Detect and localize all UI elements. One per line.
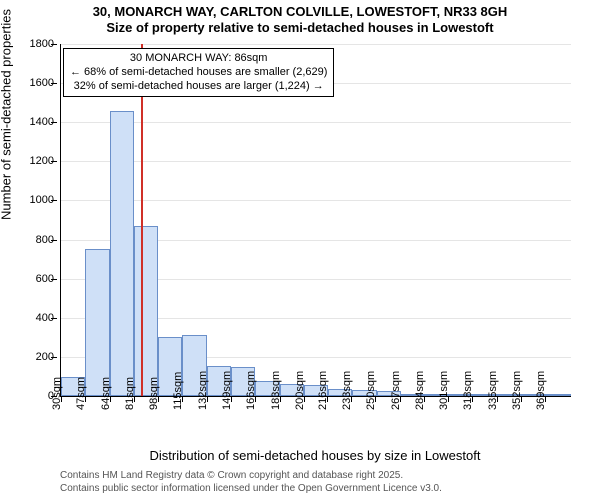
gridline: [61, 44, 571, 45]
title-line-2: Size of property relative to semi-detach…: [0, 20, 600, 36]
plot-area: 30 MONARCH WAY: 86sqm← 68% of semi-detac…: [60, 44, 571, 397]
histogram-bar: [110, 111, 134, 397]
gridline: [61, 122, 571, 123]
y-axis-label: Number of semi-detached properties: [0, 9, 14, 220]
y-tick-label: 400: [14, 312, 54, 324]
credit-line-2: Contains public sector information licen…: [60, 483, 442, 496]
annotation-line-3: 32% of semi-detached houses are larger (…: [70, 80, 327, 94]
chart-title: 30, MONARCH WAY, CARLTON COLVILLE, LOWES…: [0, 4, 600, 35]
x-axis-label: Distribution of semi-detached houses by …: [60, 448, 570, 463]
annotation-line-2: ← 68% of semi-detached houses are smalle…: [70, 66, 327, 80]
y-tick-label: 1600: [14, 77, 54, 89]
y-tick-label: 1200: [14, 155, 54, 167]
histogram-bar: [85, 249, 109, 396]
y-tick-label: 0: [14, 390, 54, 402]
y-tick-label: 1400: [14, 116, 54, 128]
y-tick-label: 1000: [14, 194, 54, 206]
gridline: [61, 161, 571, 162]
histogram-bar: [134, 226, 158, 396]
gridline: [61, 200, 571, 201]
title-line-1: 30, MONARCH WAY, CARLTON COLVILLE, LOWES…: [0, 4, 600, 20]
y-tick-label: 1800: [14, 38, 54, 50]
histogram-bar: [547, 394, 571, 396]
y-tick-label: 200: [14, 351, 54, 363]
annotation-box: 30 MONARCH WAY: 86sqm← 68% of semi-detac…: [63, 48, 334, 97]
y-tick-label: 800: [14, 234, 54, 246]
credit-footer: Contains HM Land Registry data © Crown c…: [60, 470, 442, 495]
annotation-line-1: 30 MONARCH WAY: 86sqm: [70, 52, 327, 66]
credit-line-1: Contains HM Land Registry data © Crown c…: [60, 470, 442, 483]
y-tick-label: 600: [14, 273, 54, 285]
